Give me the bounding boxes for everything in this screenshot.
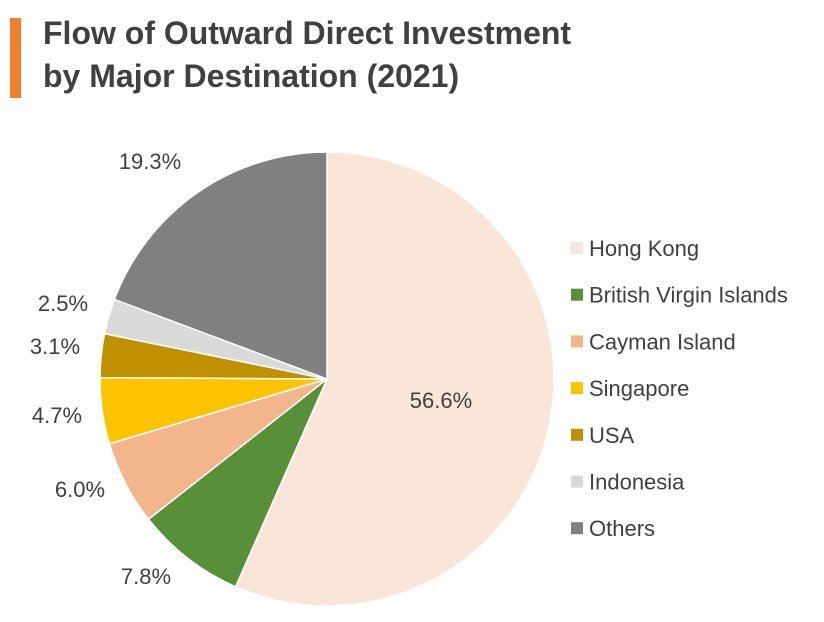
pie-slice-others xyxy=(113,151,328,381)
legend-swatch-hong-kong xyxy=(571,242,583,254)
legend-swatch-british-virgin-islands xyxy=(571,288,583,301)
legend-item-singapore: Singapore xyxy=(571,376,689,401)
legend-label-singapore: Singapore xyxy=(589,376,689,401)
legend-swatch-usa xyxy=(571,428,583,441)
slice-label-singapore: 4.7% xyxy=(32,403,82,428)
legend-swatch-singapore xyxy=(571,382,583,395)
legend-item-usa: USA xyxy=(571,423,635,448)
pie-slice-labels: 56.6% 7.8% 6.0% 4.7% 3.1% 2.5% 19.3% xyxy=(30,149,472,589)
legend-swatch-cayman-island xyxy=(571,335,583,348)
slice-label-british-virgin-islands: 7.8% xyxy=(121,564,171,589)
slice-label-usa: 3.1% xyxy=(30,334,80,359)
legend-swatch-others xyxy=(571,522,583,535)
legend-item-british-virgin-islands: British Virgin Islands xyxy=(571,283,788,308)
legend-label-hong-kong: Hong Kong xyxy=(589,236,699,261)
slice-label-hong-kong: 56.6% xyxy=(410,388,472,413)
legend-label-indonesia: Indonesia xyxy=(589,470,685,495)
legend-label-others: Others xyxy=(589,516,655,541)
pie-slice-hong-kong xyxy=(234,151,555,607)
chart-legend: Hong Kong British Virgin Islands Cayman Is… xyxy=(571,236,788,541)
legend-item-hong-kong: Hong Kong xyxy=(571,236,699,261)
legend-label-usa: USA xyxy=(589,423,635,448)
legend-label-cayman-island: Cayman Island xyxy=(589,329,736,354)
legend-item-others: Others xyxy=(571,516,655,541)
chart-title-line-2: by Major Destination (2021) xyxy=(43,58,460,94)
slice-label-others: 19.3% xyxy=(119,149,181,174)
slice-label-cayman-island: 6.0% xyxy=(55,477,105,502)
title-accent-bar xyxy=(10,18,21,98)
legend-swatch-indonesia xyxy=(571,475,583,488)
slice-label-indonesia: 2.5% xyxy=(38,291,88,316)
legend-label-british-virgin-islands: British Virgin Islands xyxy=(589,283,788,308)
pie-slices xyxy=(99,151,555,607)
legend-item-indonesia: Indonesia xyxy=(571,470,685,495)
legend-item-cayman-island: Cayman Island xyxy=(571,329,736,354)
chart-title-line-1: Flow of Outward Direct Investment xyxy=(43,15,572,51)
pie-slice-british-virgin-islands xyxy=(147,378,328,588)
